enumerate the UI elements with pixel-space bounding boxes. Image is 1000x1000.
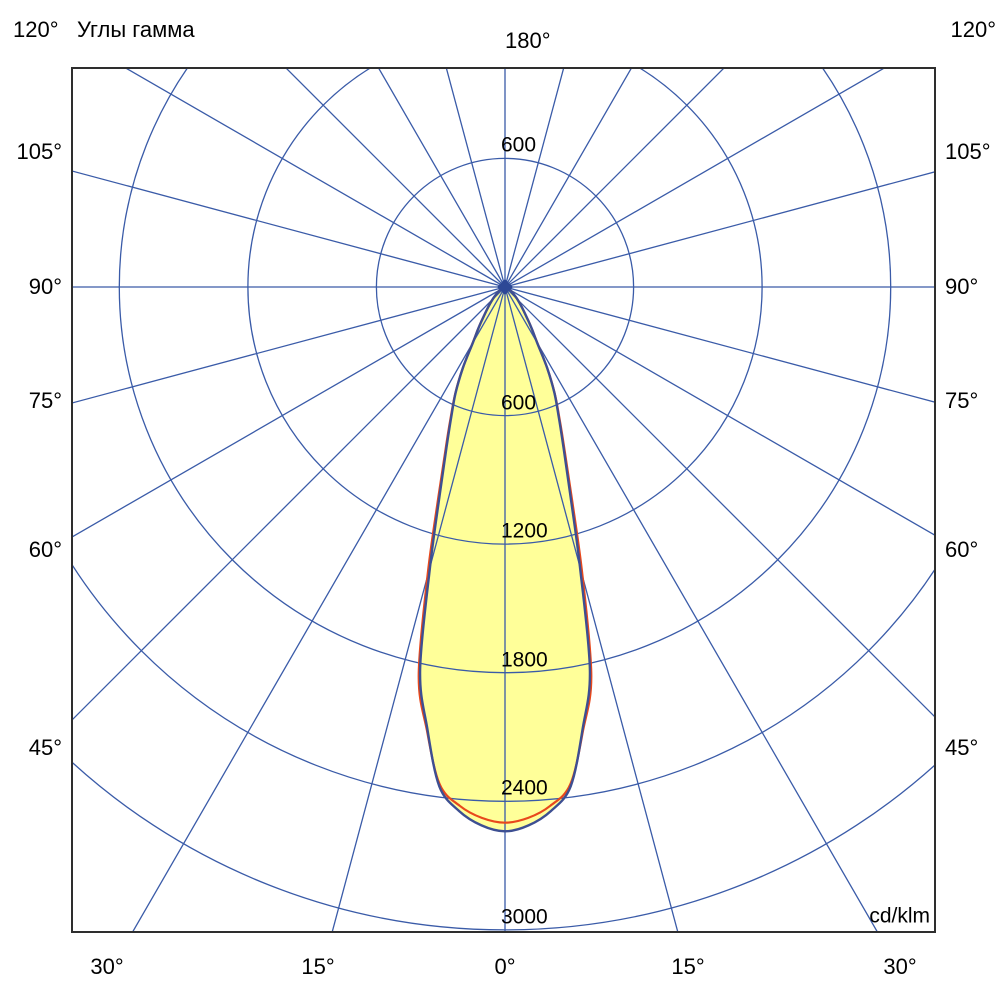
right-gamma-label: 45° — [945, 735, 979, 760]
right-gamma-label: 60° — [945, 537, 979, 562]
gamma-spoke — [72, 170, 506, 288]
gamma-spoke — [72, 286, 506, 404]
left-gamma-label: 105° — [16, 139, 62, 164]
intensity-ring-label: 3000 — [501, 905, 548, 929]
bottom-gamma-label: 30° — [90, 954, 124, 979]
bottom-gamma-label: 30° — [883, 954, 917, 979]
left-gamma-label: 75° — [28, 388, 62, 413]
top-right-angle-label: 120° — [950, 17, 996, 42]
top-center-angle-label: 180° — [505, 28, 551, 53]
gamma-spoke — [504, 286, 879, 932]
beam-curves — [417, 285, 593, 833]
top-left-angle-label: 120° — [13, 17, 59, 42]
gamma-spoke — [131, 286, 506, 932]
plot-frame — [71, 67, 936, 933]
gamma-spoke — [504, 286, 935, 403]
gamma-spoke — [331, 286, 506, 932]
gamma-spoke — [285, 68, 506, 288]
gamma-spoke — [504, 286, 679, 932]
right-gamma-label: 90° — [945, 274, 979, 299]
gamma-spoke — [504, 286, 935, 537]
chart-title: Углы гамма — [77, 17, 195, 42]
intensity-ring-label: 1800 — [501, 648, 548, 672]
blue-intensity-curve — [418, 285, 592, 833]
bottom-gamma-label: 15° — [671, 954, 705, 979]
intensity-ring-label: 600 — [501, 133, 537, 157]
bottom-gamma-label: 0° — [494, 954, 516, 979]
left-gamma-label: 60° — [28, 537, 62, 562]
left-gamma-label: 45° — [28, 735, 62, 760]
gamma-spoke — [72, 286, 506, 538]
bottom-gamma-label: 15° — [301, 954, 335, 979]
gamma-spoke — [504, 68, 725, 288]
gamma-spoke — [377, 68, 506, 288]
unit-label: cd/klm — [869, 904, 930, 928]
intensity-ring-label: 2400 — [501, 776, 548, 800]
right-gamma-label: 75° — [945, 388, 979, 413]
gamma-spoke — [504, 68, 886, 288]
gamma-spoke — [445, 68, 506, 288]
gamma-spoke — [504, 171, 935, 288]
gamma-spoke — [504, 68, 565, 288]
intensity-ring-label: 600 — [501, 391, 537, 415]
gamma-spoke — [124, 68, 506, 288]
right-gamma-label: 105° — [945, 139, 991, 164]
gamma-spoke — [72, 286, 506, 721]
intensity-ring-label: 1200 — [501, 519, 548, 543]
center-marker — [497, 279, 513, 295]
gamma-spoke — [504, 286, 935, 718]
left-gamma-label: 90° — [28, 274, 62, 299]
gamma-spoke — [504, 68, 633, 288]
